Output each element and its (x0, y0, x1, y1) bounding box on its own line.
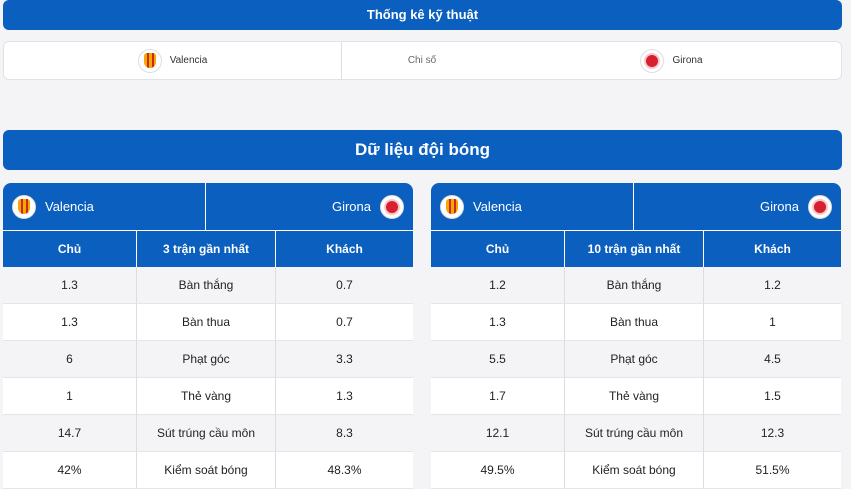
column-header: Khách (754, 242, 791, 256)
away-value: 12.3 (704, 415, 841, 452)
team-stats-table: Valencia Girona Chủ 3 trận gần nhất Khách 1… (3, 183, 413, 489)
stat-name: Bàn thắng (565, 267, 704, 304)
stat-name: Thẻ vàng (137, 378, 276, 415)
table-row: 1 Thẻ vàng 1.3 (3, 378, 413, 415)
away-value: 0.7 (276, 304, 413, 341)
home-value: 1.3 (431, 304, 565, 341)
home-team-name: Valencia (45, 199, 94, 214)
table-row: 6 Phạt góc 3.3 (3, 341, 413, 378)
away-team: Girona (206, 183, 413, 230)
away-team: Girona (502, 42, 841, 79)
teams-info-row: Valencia Chi số Girona (3, 41, 842, 80)
technical-stats-header: Thống kê kỹ thuật (3, 0, 842, 30)
away-value: 4.5 (704, 341, 841, 378)
table-row: 5.5 Phạt góc 4.5 (431, 341, 841, 378)
column-header: Chủ (3, 231, 137, 267)
column-header: 3 trận gần nhất (137, 231, 276, 267)
home-value: 1.2 (431, 267, 565, 304)
home-value: 14.7 (3, 415, 137, 452)
home-value: 1.7 (431, 378, 565, 415)
home-team-name: Valencia (169, 55, 208, 66)
home-team: Valencia (431, 183, 634, 230)
table-row: 12.1 Sút trúng cầu môn 12.3 (431, 415, 841, 452)
away-value: 3.3 (276, 341, 413, 378)
home-value: 1.3 (3, 304, 137, 341)
team-data-header: Dữ liệu đội bóng (3, 130, 842, 170)
away-team-name: Girona (672, 55, 703, 66)
home-value: 5.5 (431, 341, 565, 378)
home-value: 49.5% (431, 452, 565, 489)
stat-name: Bàn thua (137, 304, 276, 341)
valencia-logo-icon (440, 194, 464, 219)
team-row: Valencia Girona (3, 183, 413, 230)
table-row: 49.5% Kiểm soát bóng 51.5% (431, 452, 841, 489)
home-team-name: Valencia (473, 199, 522, 214)
stat-name: Phạt góc (137, 341, 276, 378)
home-value: 12.1 (431, 415, 565, 452)
stat-name: Thẻ vàng (565, 378, 704, 415)
home-value: 6 (3, 341, 137, 378)
away-value: 48.3% (276, 452, 413, 489)
stat-name: Sút trúng cầu môn (565, 415, 704, 452)
home-value: 42% (3, 452, 137, 489)
away-value: 8.3 (276, 415, 413, 452)
column-header-row: Chủ 3 trận gần nhất Khách (3, 230, 413, 267)
table-row: 42% Kiểm soát bóng 48.3% (3, 452, 413, 489)
team-row: Valencia Girona (431, 183, 841, 230)
home-team: Valencia (4, 42, 342, 79)
column-header: Khách (326, 242, 363, 256)
stat-name: Kiểm soát bóng (137, 452, 276, 489)
away-value: 1.2 (704, 267, 841, 304)
team-stats-table: Valencia Girona Chủ 10 trận gần nhất Khách… (431, 183, 841, 489)
valencia-logo-icon (137, 48, 162, 73)
stat-name: Bàn thua (565, 304, 704, 341)
away-value: 51.5% (704, 452, 841, 489)
column-header: 10 trận gần nhất (565, 231, 704, 267)
table-row: 1.2 Bàn thắng 1.2 (431, 267, 841, 304)
middle-label: Chi số (407, 55, 437, 66)
stat-name: Phạt góc (565, 341, 704, 378)
stat-name: Bàn thắng (137, 267, 276, 304)
table-row: 1.3 Bàn thắng 0.7 (3, 267, 413, 304)
home-value: 1 (3, 378, 137, 415)
home-team: Valencia (3, 183, 206, 230)
away-team-name: Girona (759, 199, 799, 214)
away-value: 1.3 (276, 378, 413, 415)
stat-name: Sút trúng cầu môn (137, 415, 276, 452)
table-row: 1.7 Thẻ vàng 1.5 (431, 378, 841, 415)
away-value: 0.7 (276, 267, 413, 304)
column-header: Chủ (431, 231, 565, 267)
away-value: 1.5 (704, 378, 841, 415)
valencia-logo-icon (12, 194, 36, 219)
table-row: 14.7 Sút trúng cầu môn 8.3 (3, 415, 413, 452)
girona-logo-icon (380, 194, 404, 219)
column-header-row: Chủ 10 trận gần nhất Khách (431, 230, 841, 267)
table-row: 1.3 Bàn thua 0.7 (3, 304, 413, 341)
girona-logo-icon (808, 194, 832, 219)
table-row: 1.3 Bàn thua 1 (431, 304, 841, 341)
away-team: Girona (634, 183, 841, 230)
stat-label: Chi số (342, 42, 502, 79)
girona-logo-icon (640, 48, 665, 73)
home-value: 1.3 (3, 267, 137, 304)
away-team-name: Girona (331, 199, 371, 214)
stat-name: Kiểm soát bóng (565, 452, 704, 489)
away-value: 1 (704, 304, 841, 341)
